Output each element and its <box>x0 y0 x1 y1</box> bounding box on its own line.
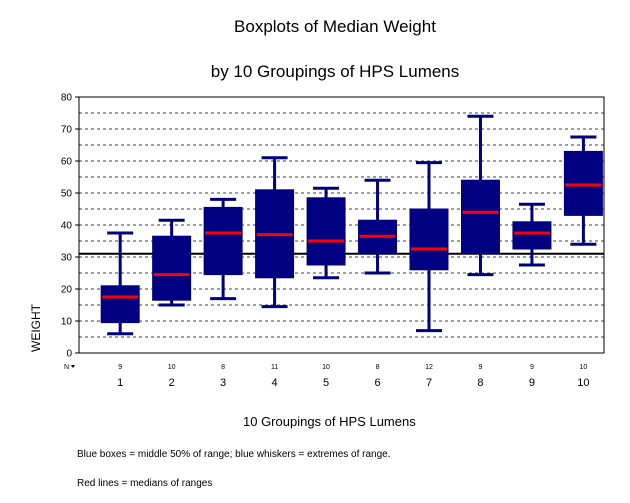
legend-note-boxes: Blue boxes = middle 50% of range; blue w… <box>77 449 391 460</box>
box-10 <box>563 150 603 216</box>
x-tick-label: 4 <box>272 377 278 389</box>
box-5 <box>306 197 346 266</box>
box-3 <box>203 206 243 276</box>
n-count: 9 <box>479 364 483 371</box>
n-count: 12 <box>425 364 433 371</box>
box-2 <box>152 235 192 301</box>
y-tick-label: 30 <box>61 253 73 264</box>
x-tick-label: 6 <box>374 377 380 389</box>
y-tick-label: 80 <box>61 93 73 104</box>
box-8 <box>460 179 500 255</box>
x-tick-label: 2 <box>169 377 175 389</box>
n-count: 9 <box>118 364 122 371</box>
n-label-arrow <box>71 365 75 368</box>
x-tick-label: 10 <box>577 377 589 389</box>
n-count: 10 <box>168 364 176 371</box>
y-tick-label: 50 <box>61 189 73 200</box>
y-axis-title: WEIGHT <box>29 303 43 352</box>
n-count: 9 <box>530 364 534 371</box>
n-count: 8 <box>221 364 225 371</box>
n-count: 8 <box>376 364 380 371</box>
y-tick-label: 70 <box>61 125 73 136</box>
n-count: 10 <box>322 364 330 371</box>
y-tick-label: 20 <box>61 285 73 296</box>
x-tick-label: 9 <box>529 377 535 389</box>
n-label: N <box>64 364 69 371</box>
n-count: 11 <box>271 364 278 371</box>
box-7 <box>409 208 449 271</box>
x-tick-label: 1 <box>117 377 123 389</box>
y-tick-label: 40 <box>61 221 73 232</box>
chart-title: Boxplots of Median Weight <box>234 17 436 36</box>
x-axis-title: 10 Groupings of HPS Lumens <box>243 414 416 429</box>
y-tick-label: 60 <box>61 157 73 168</box>
x-tick-label: 8 <box>477 377 483 389</box>
x-tick-label: 7 <box>426 377 432 389</box>
chart-subtitle: by 10 Groupings of HPS Lumens <box>210 62 460 81</box>
box-9 <box>512 221 552 250</box>
legend-note-medians: Red lines = medians of ranges <box>77 478 213 489</box>
box-1 <box>100 285 140 324</box>
y-tick-label: 0 <box>66 349 72 360</box>
x-tick-label: 5 <box>323 377 329 389</box>
x-tick-label: 3 <box>220 377 226 389</box>
n-count: 10 <box>580 364 588 371</box>
y-tick-label: 10 <box>61 317 73 328</box>
